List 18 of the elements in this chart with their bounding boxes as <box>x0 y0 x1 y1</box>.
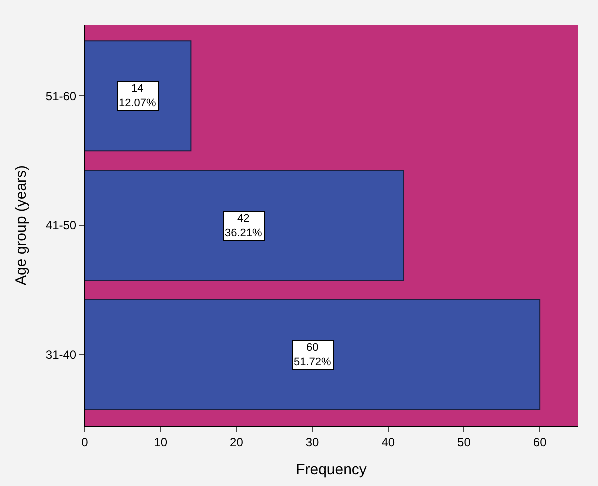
data-label: 14 12.07% <box>119 83 157 110</box>
y-tick-label: 51-60 <box>46 89 77 104</box>
data-label: 42 36.21% <box>225 213 263 240</box>
data-label: 60 51.72% <box>294 342 332 368</box>
x-tick-label: 50 <box>458 435 472 450</box>
x-axis-title: Frequency <box>296 461 368 478</box>
x-tick-label: 10 <box>154 435 168 450</box>
x-tick-label: 60 <box>533 435 548 450</box>
y-axis-title: Age group (years) <box>13 165 30 286</box>
y-tick-label: 41-50 <box>46 218 77 233</box>
x-tick-label: 20 <box>230 435 244 450</box>
bar <box>85 40 192 152</box>
x-tick-label: 40 <box>382 435 396 450</box>
x-tick-label: 30 <box>306 435 320 450</box>
x-tick-label: 0 <box>82 435 89 450</box>
bar <box>85 299 541 410</box>
bar <box>85 170 404 281</box>
y-tick-label: 31-40 <box>46 348 77 362</box>
